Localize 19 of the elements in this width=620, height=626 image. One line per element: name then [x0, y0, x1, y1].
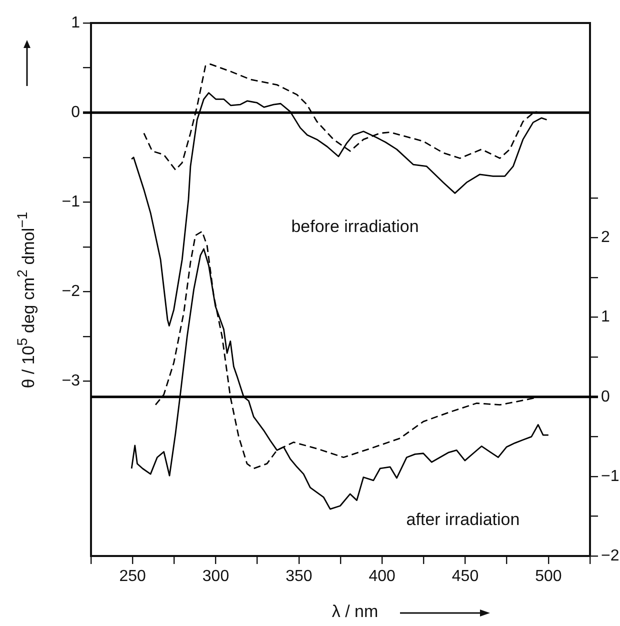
x-axis-title: λ / nm	[332, 602, 378, 622]
y2-tick-label: 2	[601, 229, 610, 246]
y-tick-label: −1	[62, 194, 80, 211]
y-tick-label: −3	[62, 372, 80, 390]
y2-tick-label: 0	[601, 388, 610, 406]
y-tick-label: −2	[62, 283, 80, 300]
x-tick-label: 400	[368, 568, 396, 586]
x-tick-label: 250	[119, 568, 146, 586]
x-tick-label: 300	[202, 568, 230, 586]
x-tick-label: 450	[452, 568, 479, 586]
x-tick-label: 350	[286, 568, 312, 586]
y-tick-label: 0	[71, 104, 80, 121]
y-tick-label: 1	[71, 14, 80, 32]
annotation: before irradiation	[291, 217, 419, 237]
y2-tick-label: −2	[601, 547, 620, 564]
x-tick-label: 500	[535, 568, 562, 586]
y2-tick-label: 1	[601, 308, 610, 326]
annotation: after irradiation	[406, 510, 520, 530]
y2-tick-label: −1	[601, 468, 620, 485]
